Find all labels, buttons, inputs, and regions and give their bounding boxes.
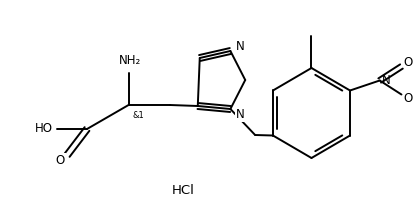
Text: N: N [236, 39, 244, 52]
Text: HCl: HCl [171, 184, 195, 197]
Text: N: N [382, 74, 391, 87]
Text: O: O [56, 154, 65, 167]
Text: N: N [236, 108, 244, 121]
Text: NH₂: NH₂ [119, 55, 141, 68]
Text: O: O [404, 92, 413, 105]
Text: O: O [404, 56, 413, 69]
Text: HO: HO [35, 122, 52, 135]
Text: &1: &1 [133, 111, 144, 119]
